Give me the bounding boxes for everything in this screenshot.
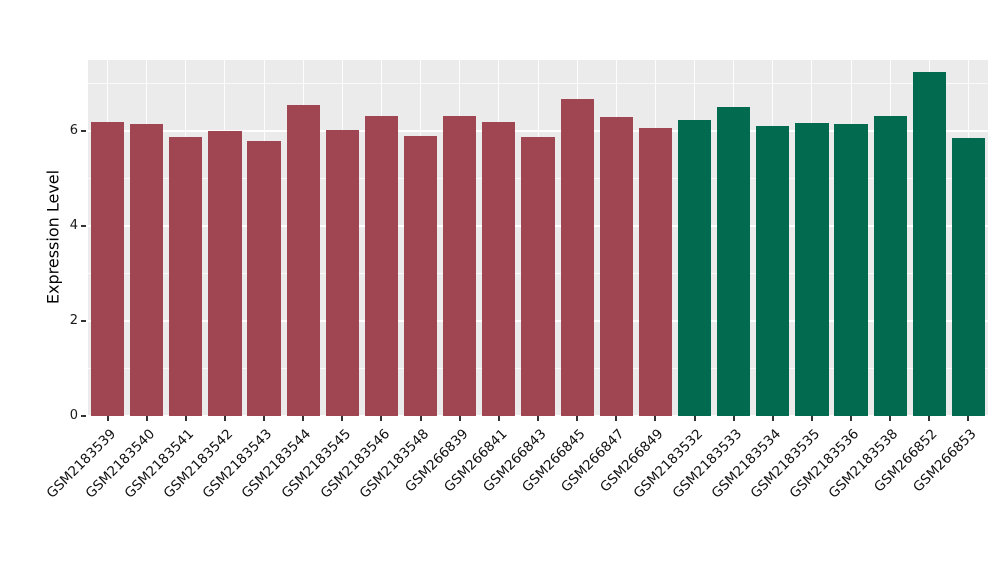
y-tick-label: 2 (69, 313, 78, 329)
bar-GSM2183545 (325, 130, 359, 416)
x-tick-mark (380, 416, 383, 421)
bar-GSM2183544 (286, 105, 320, 416)
x-tick-mark (889, 416, 892, 421)
x-tick-mark (810, 416, 813, 421)
bar-GSM266853 (951, 138, 986, 416)
y-tick-mark (81, 415, 86, 417)
y-tick-label: 6 (69, 123, 78, 139)
y-tick-label: 0 (69, 408, 78, 423)
y-tick-mark (81, 130, 86, 133)
bar-GSM266845 (560, 98, 594, 416)
bar-GSM2183542 (208, 131, 242, 416)
x-tick-mark (497, 416, 500, 421)
y-tick-mark (81, 225, 86, 228)
x-tick-mark (693, 416, 696, 421)
bar-GSM2183533 (717, 107, 751, 416)
bar-GSM2183543 (247, 140, 281, 416)
bar-GSM2183538 (873, 116, 907, 416)
x-tick-mark (615, 416, 618, 421)
y-tick-mark (81, 320, 86, 323)
bar-GSM2183548 (403, 135, 438, 416)
plot-panel (88, 60, 988, 416)
x-tick-mark (419, 416, 422, 421)
bar-GSM266839 (443, 116, 477, 416)
x-tick-mark (184, 416, 187, 421)
bar-GSM266849 (638, 127, 672, 416)
x-tick-mark (928, 416, 931, 421)
x-tick-mark (302, 416, 305, 421)
x-tick-mark (771, 416, 774, 421)
bar-GSM2183532 (677, 119, 712, 416)
bar-GSM2183541 (169, 136, 203, 416)
bar-GSM2183536 (834, 123, 868, 416)
x-tick-mark (967, 416, 970, 421)
bar-GSM2183539 (90, 121, 125, 416)
bar-GSM2183535 (795, 122, 829, 416)
x-tick-mark (145, 416, 148, 421)
x-tick-mark (106, 416, 109, 421)
x-tick-mark (654, 416, 657, 421)
x-tick-mark (263, 416, 266, 421)
bar-GSM2183534 (756, 125, 790, 416)
x-tick-mark (341, 416, 344, 421)
bar-GSM2183546 (364, 116, 399, 416)
x-tick-mark (576, 416, 579, 421)
bar-GSM266841 (482, 121, 516, 416)
bar-GSM266852 (912, 71, 946, 416)
x-tick-mark (223, 416, 226, 421)
x-tick-mark (537, 416, 539, 421)
bar-GSM2183540 (130, 124, 164, 416)
y-tick-label: 4 (69, 218, 78, 234)
y-axis-title: Expression Level (43, 169, 63, 305)
x-tick-mark (458, 416, 461, 421)
bar-GSM266843 (521, 137, 555, 416)
x-tick-mark (850, 416, 853, 421)
bar-GSM266847 (599, 116, 633, 416)
x-tick-mark (732, 416, 735, 421)
